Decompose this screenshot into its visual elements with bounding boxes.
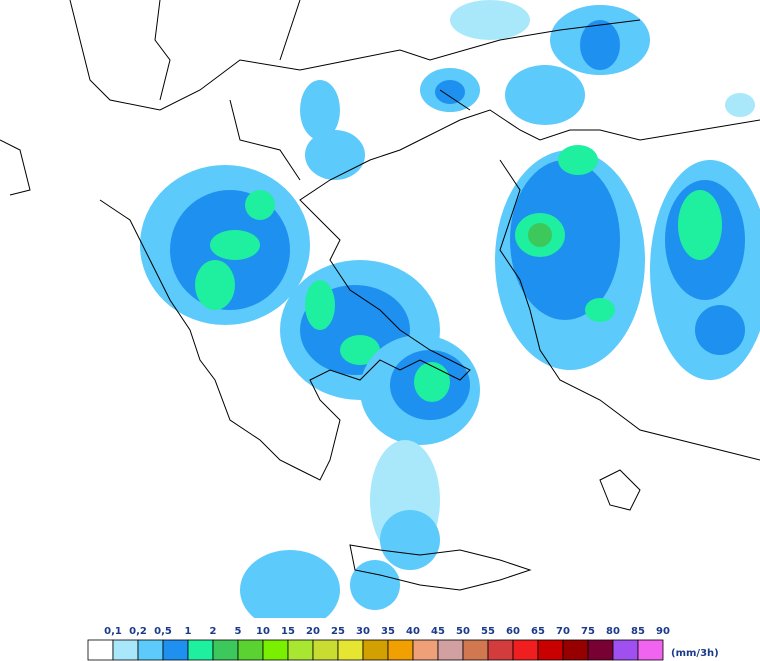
- legend-label: 85: [631, 626, 645, 637]
- precipitation: [140, 0, 760, 630]
- legend-swatch: [637, 639, 664, 661]
- legend-label: 5: [235, 626, 242, 637]
- legend-label: 30: [356, 626, 370, 637]
- legend-swatch: [362, 639, 389, 661]
- legend-label: 10: [256, 626, 270, 637]
- legend-swatch: [237, 639, 264, 661]
- legend-swatch: [487, 639, 514, 661]
- legend-swatch: [412, 639, 439, 661]
- legend-swatch: [312, 639, 339, 661]
- legend-label: 15: [281, 626, 295, 637]
- legend-swatch: [87, 639, 114, 661]
- legend-swatch: [187, 639, 214, 661]
- legend-label: 0,1: [104, 626, 122, 637]
- legend-swatch: [387, 639, 414, 661]
- legend-label: 75: [581, 626, 595, 637]
- legend-label: 20: [306, 626, 320, 637]
- legend-label: 40: [406, 626, 420, 637]
- legend-swatch: [262, 639, 289, 661]
- legend-swatch: [612, 639, 639, 661]
- legend-label: 1: [185, 626, 192, 637]
- legend-label: 0,5: [154, 626, 172, 637]
- legend-swatch: [112, 639, 139, 661]
- legend-swatch: [512, 639, 539, 661]
- legend-label: 50: [456, 626, 470, 637]
- legend-swatch: [162, 639, 189, 661]
- legend-unit: (mm/3h): [671, 648, 719, 659]
- legend-label: 80: [606, 626, 620, 637]
- legend-label: 25: [331, 626, 345, 637]
- legend-label: 60: [506, 626, 520, 637]
- legend-swatch: [537, 639, 564, 661]
- legend-swatch: [562, 639, 589, 661]
- legend-label: 90: [656, 626, 670, 637]
- legend-swatch: [212, 639, 239, 661]
- legend-swatch: [287, 639, 314, 661]
- legend-label: 35: [381, 626, 395, 637]
- legend-swatch: [437, 639, 464, 661]
- legend-swatch: [337, 639, 364, 661]
- legend-label: 0,2: [129, 626, 147, 637]
- legend-swatch: [137, 639, 164, 661]
- legend-swatch: [462, 639, 489, 661]
- legend-label: 65: [531, 626, 545, 637]
- legend-label: 2: [210, 626, 217, 637]
- legend-label: 55: [481, 626, 495, 637]
- legend-label: 70: [556, 626, 570, 637]
- coastlines: [0, 0, 760, 591]
- legend-label: 45: [431, 626, 445, 637]
- legend-swatch: [587, 639, 614, 661]
